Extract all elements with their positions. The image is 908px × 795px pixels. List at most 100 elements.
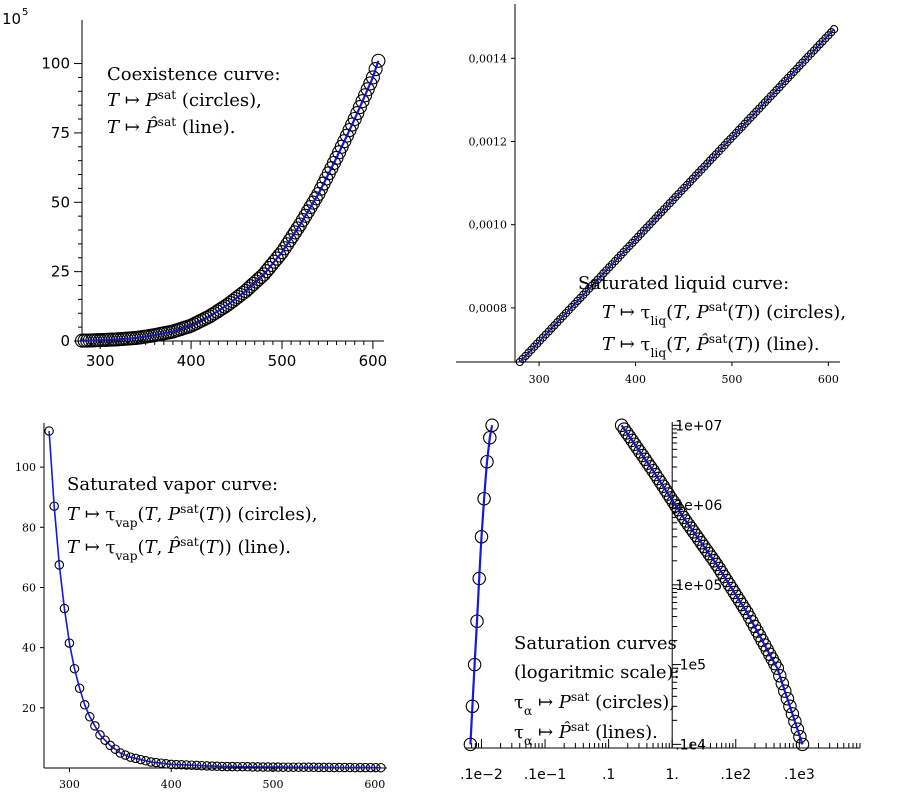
annotation-title: Saturated liquid curve:	[578, 273, 789, 294]
data-point-marker	[610, 257, 620, 266]
annotation-line: T ↦ τliq(T, P̂sat(T)) (line).	[602, 332, 820, 360]
data-point-marker	[547, 324, 556, 333]
data-point-marker	[783, 699, 797, 714]
data-point-marker	[352, 100, 367, 115]
data-point-marker	[277, 241, 292, 256]
data-point-marker	[780, 691, 795, 706]
y-tick-label: 100	[41, 55, 70, 73]
data-point-marker	[772, 86, 781, 95]
data-point-marker	[712, 561, 726, 576]
data-point-marker	[303, 199, 318, 215]
data-point-marker	[674, 506, 688, 521]
data-point-marker	[686, 525, 701, 539]
data-point-marker	[287, 225, 303, 240]
x-tick-label: .1	[602, 767, 615, 783]
data-point-marker	[671, 192, 680, 202]
data-point-marker	[669, 498, 683, 513]
data-point-marker	[627, 437, 642, 451]
data-point-marker	[804, 52, 813, 61]
data-point-marker	[530, 342, 539, 351]
data-point-marker	[793, 729, 807, 744]
y-tick-label: .1e5	[675, 658, 706, 674]
data-point-marker	[659, 205, 669, 214]
data-point-marker	[74, 683, 85, 694]
y-tick-label: 0,0014	[469, 52, 508, 65]
series-line-overlay	[469, 425, 493, 745]
data-point-marker	[684, 521, 698, 536]
y-exponent-power: 5	[22, 7, 28, 18]
data-point-marker	[617, 422, 631, 436]
y-tick-label: 1e+06	[675, 498, 722, 514]
data-point-marker	[732, 593, 747, 608]
x-tick-label: 600	[818, 373, 839, 386]
y-tick-label: 0,0008	[469, 302, 508, 315]
data-point-marker	[666, 495, 681, 509]
data-point-marker	[584, 284, 594, 293]
annotation-line: T ↦ Psat (circles),	[107, 88, 262, 111]
data-point-marker	[717, 569, 731, 584]
data-point-marker	[788, 714, 802, 729]
x-tick-label: .1e3	[784, 767, 815, 783]
x-tick-label: 300	[86, 352, 115, 370]
data-point-marker	[365, 70, 380, 85]
data-point-marker	[306, 195, 321, 210]
annotation-line: T ↦ τvap(T, P̂sat(T)) (line).	[67, 535, 291, 563]
data-point-marker	[778, 684, 792, 698]
data-point-marker	[746, 113, 755, 122]
data-point-marker	[641, 456, 655, 470]
data-point-marker	[280, 237, 295, 252]
data-point-marker	[350, 106, 365, 121]
x-tick-label: 500	[721, 373, 742, 386]
x-tick-label: 500	[263, 778, 284, 791]
data-point-marker	[633, 445, 647, 459]
y-tick-label: 60	[22, 581, 36, 594]
data-point-marker	[734, 125, 744, 135]
data-point-marker	[79, 700, 90, 710]
data-point-marker	[795, 737, 810, 752]
data-point-marker	[740, 119, 749, 128]
data-point-marker	[485, 418, 499, 433]
data-point-marker	[707, 554, 721, 568]
data-point-marker	[663, 491, 678, 505]
data-point-marker	[737, 601, 752, 616]
data-point-marker	[272, 248, 287, 263]
y-tick-label: 1e+07	[675, 418, 722, 434]
data-point-marker	[773, 669, 787, 683]
data-point-marker	[709, 557, 724, 572]
data-point-marker	[293, 217, 308, 232]
annotation-line: T ↦ τvap(T, Psat(T)) (circles),	[67, 502, 317, 530]
x-tick-label: 400	[161, 778, 182, 791]
data-point-marker	[298, 208, 313, 223]
data-point-marker	[217, 299, 232, 314]
data-point-marker	[347, 111, 362, 127]
data-point-marker	[691, 171, 700, 180]
x-tick-label: .1e−2	[460, 767, 503, 783]
data-point-marker	[115, 748, 126, 758]
data-point-marker	[704, 550, 719, 564]
x-tick-label: 600	[359, 352, 388, 370]
data-point-marker	[636, 229, 646, 238]
data-point-marker	[719, 573, 734, 588]
data-point-marker	[360, 82, 375, 97]
data-point-marker	[282, 233, 297, 248]
data-point-marker	[541, 330, 550, 339]
data-point-marker	[775, 676, 790, 691]
data-point-marker	[656, 479, 670, 493]
x-tick-label: 300	[529, 373, 550, 386]
data-point-marker	[798, 58, 807, 67]
data-point-marker	[729, 131, 738, 141]
y-tick-label: 80	[22, 521, 36, 534]
data-point-marker	[85, 712, 95, 722]
data-point-marker	[285, 229, 300, 244]
data-point-marker	[708, 153, 718, 162]
data-point-marker	[638, 452, 652, 467]
data-point-marker	[614, 418, 629, 433]
data-point-marker	[821, 34, 830, 43]
data-point-marker	[125, 752, 136, 762]
data-point-marker	[573, 296, 582, 306]
data-point-marker	[622, 429, 637, 444]
data-point-marker	[661, 487, 675, 501]
data-point-marker	[651, 471, 665, 486]
data-point-marker	[697, 165, 706, 174]
data-point-marker	[95, 730, 105, 740]
